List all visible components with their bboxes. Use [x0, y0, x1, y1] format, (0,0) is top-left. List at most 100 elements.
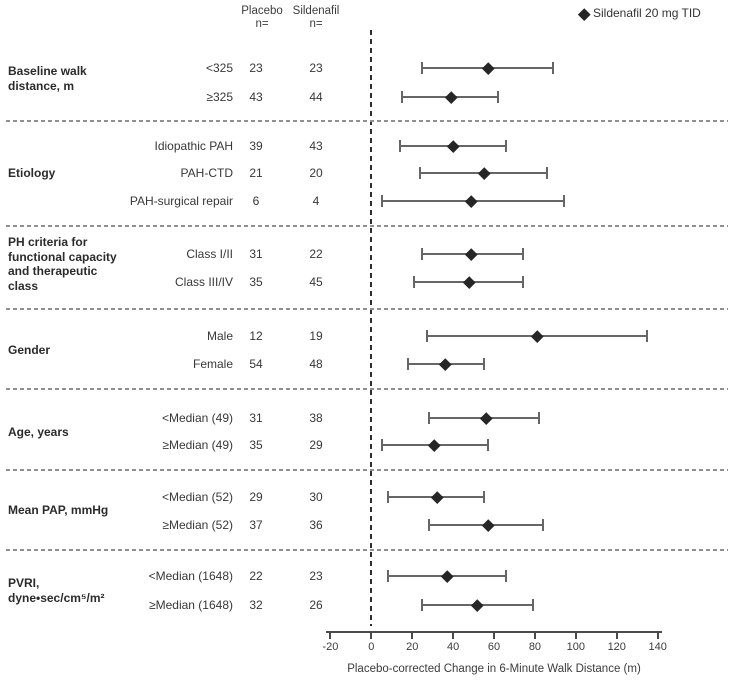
estimate-diamond-icon — [428, 438, 441, 452]
estimate-diamond-icon — [471, 598, 484, 612]
estimate-diamond-icon — [465, 194, 478, 208]
x-axis-tick-label: 40 — [446, 641, 460, 653]
x-axis-tick — [493, 631, 496, 639]
group-label-line: functional capacity — [8, 249, 117, 264]
estimate-diamond-icon — [445, 90, 458, 104]
group-label-line: class — [8, 278, 39, 293]
subgroup-label: PAH-CTD — [180, 166, 233, 180]
x-axis-tick-label: 20 — [406, 641, 419, 653]
subgroup-label: Female — [192, 357, 233, 371]
sildenafil-n-value: 38 — [309, 411, 323, 425]
estimate-diamond-icon — [440, 569, 453, 583]
ci-upper-cap — [497, 91, 500, 103]
sildenafil-column-title: Sildenafil — [292, 5, 340, 17]
group-label-line: PVRI, — [8, 576, 40, 590]
diamond-icon — [578, 7, 591, 20]
subgroup-label: ≥325 — [206, 90, 233, 104]
ci-lower-cap — [398, 140, 401, 152]
estimate-diamond-icon — [481, 518, 494, 532]
x-axis-tick-label: 100 — [566, 641, 586, 653]
sildenafil-n-value: 45 — [309, 275, 323, 289]
ci-upper-cap — [646, 330, 649, 342]
estimate-diamond-icon — [479, 411, 492, 425]
ci-lower-cap — [425, 330, 428, 342]
ci-lower-cap — [386, 491, 389, 503]
ci-lower-cap — [421, 62, 424, 74]
subgroup-label: ≥Median (49) — [162, 438, 233, 452]
x-axis-tick-label: 140 — [648, 641, 667, 653]
placebo-n-value: 32 — [249, 598, 263, 612]
placebo-n-value: 12 — [249, 329, 263, 343]
sildenafil-n-value: 30 — [309, 490, 323, 504]
ci-upper-cap — [538, 412, 541, 424]
section-divider — [6, 308, 728, 310]
subgroup-label: Class I/II — [186, 247, 233, 261]
sildenafil-n-value: 22 — [309, 247, 323, 261]
ci-lower-cap — [421, 599, 424, 611]
estimate-diamond-icon — [477, 166, 490, 180]
placebo-n-value: 22 — [249, 569, 263, 583]
sildenafil-n-value: 19 — [309, 329, 323, 343]
sildenafil-n-value: 23 — [309, 569, 323, 583]
placebo-n-value: 6 — [252, 194, 260, 208]
ci-upper-cap — [542, 519, 545, 531]
group-label: Etiology — [8, 166, 55, 181]
x-axis-tick-label: -20 — [322, 641, 339, 653]
sildenafil-n-value: 20 — [309, 166, 323, 180]
placebo-n-value: 31 — [249, 247, 263, 261]
sildenafil-n-value: 26 — [309, 598, 323, 612]
x-axis-tick-label: 80 — [528, 641, 542, 653]
x-axis-tick — [370, 631, 373, 639]
placebo-n-value: 31 — [249, 411, 263, 425]
placebo-n-value: 35 — [249, 275, 263, 289]
ci-lower-cap — [380, 439, 383, 451]
subgroup-label: <Median (1648) — [148, 569, 233, 583]
ci-lower-cap — [380, 195, 383, 207]
estimate-diamond-icon — [481, 61, 494, 75]
section-divider — [6, 469, 728, 471]
sildenafil-n-value: 36 — [309, 518, 323, 532]
sildenafil-n-value: 43 — [309, 139, 323, 153]
group-label: Mean PAP, mmHg — [8, 503, 108, 518]
subgroup-label: ≥Median (52) — [162, 518, 233, 532]
group-label-line: dyne•sec/cm⁵/m² — [8, 590, 105, 605]
subgroup-label: Class III/IV — [174, 275, 233, 289]
x-axis-tick — [615, 631, 618, 639]
estimate-diamond-icon — [463, 275, 476, 289]
group-label-line: Age, years — [8, 425, 69, 439]
x-axis-tick — [574, 631, 577, 639]
x-axis-tick — [329, 631, 332, 639]
x-axis-tick — [452, 631, 455, 639]
group-label-line: Gender — [8, 343, 51, 357]
sildenafil-n-value: 4 — [312, 194, 320, 208]
ci-upper-cap — [486, 439, 489, 451]
placebo-column-n-label: n= — [255, 18, 269, 30]
ci-lower-cap — [386, 570, 389, 582]
x-axis-tick — [533, 631, 536, 639]
sildenafil-column-n-label: n= — [309, 18, 323, 30]
estimate-diamond-icon — [465, 247, 478, 261]
ci-upper-cap — [562, 195, 565, 207]
group-label-line: Baseline walk — [8, 64, 87, 78]
sildenafil-n-value: 48 — [309, 357, 323, 371]
group-label-line: distance, m — [8, 78, 75, 93]
ci-upper-cap — [531, 599, 534, 611]
group-label-line: and therapeutic — [8, 264, 98, 278]
subgroup-label: ≥Median (1648) — [149, 598, 233, 612]
subgroup-label: Idiopathic PAH — [154, 139, 234, 153]
estimate-diamond-icon — [438, 357, 451, 371]
group-label: Baseline walk distance, m — [8, 64, 87, 93]
estimate-diamond-icon — [447, 139, 460, 153]
placebo-n-value: 43 — [249, 90, 263, 104]
ci-upper-cap — [521, 276, 524, 288]
ci-lower-cap — [400, 91, 403, 103]
ci-lower-cap — [427, 519, 430, 531]
group-label: PVRI, dyne•sec/cm⁵/m² — [8, 576, 105, 605]
ci-upper-cap — [505, 140, 508, 152]
ci-lower-cap — [419, 167, 422, 179]
group-label: Age, years — [8, 425, 69, 440]
ci-upper-cap — [546, 167, 549, 179]
section-divider — [6, 388, 728, 390]
ci-lower-cap — [407, 358, 410, 370]
placebo-n-value: 29 — [249, 490, 263, 504]
